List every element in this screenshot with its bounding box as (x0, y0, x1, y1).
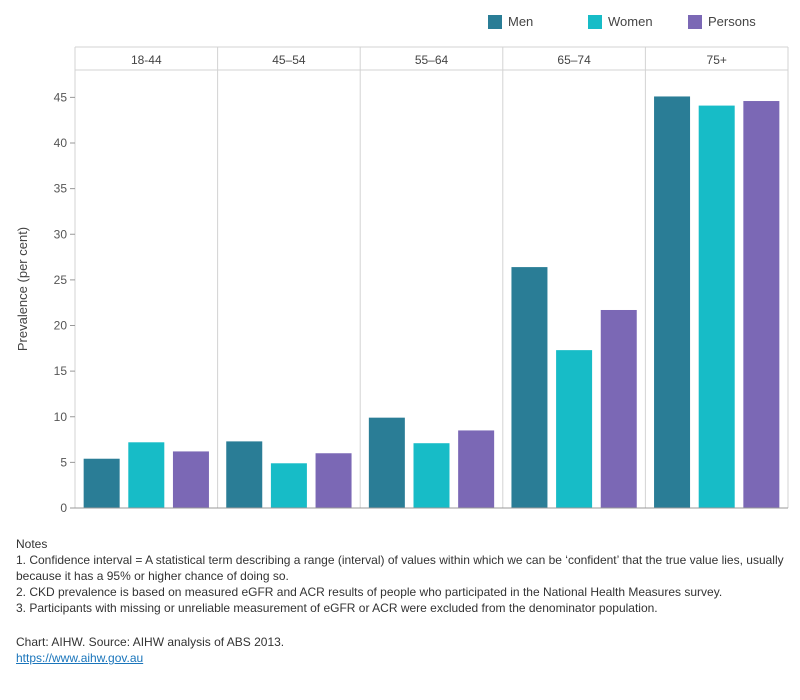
y-tick-label: 0 (60, 501, 67, 515)
note-1: 1. Confidence interval = A statistical t… (16, 553, 784, 583)
panel-label: 55–64 (415, 53, 449, 67)
panel-label: 18-44 (131, 53, 162, 67)
bar-persons (458, 430, 495, 508)
legend-swatch-women (588, 15, 602, 29)
bar-persons (172, 451, 209, 508)
note-3: 3. Participants with missing or unreliab… (16, 601, 658, 615)
bar-men (83, 458, 120, 508)
bar-chart: 18-44 45–54 55–64 65–74 75+ 0 5 10 15 20 25 30 35 40 4… (15, 46, 789, 515)
panel-label: 45–54 (272, 53, 306, 67)
source: Chart: AIHW. Source: AIHW analysis of AB… (16, 634, 284, 666)
legend-swatch-men (488, 15, 502, 29)
source-text: Chart: AIHW. Source: AIHW analysis of AB… (16, 635, 285, 649)
y-tick-label: 15 (54, 364, 68, 378)
bar-men (226, 441, 263, 508)
legend-label-women: Women (608, 14, 653, 29)
bar-men (511, 267, 548, 508)
bar-persons (743, 101, 780, 509)
legend-swatch-persons (688, 15, 702, 29)
bar-women (128, 442, 165, 508)
bar-women (556, 350, 593, 508)
legend-label-persons: Persons (708, 14, 756, 29)
notes-heading: Notes (16, 537, 48, 551)
y-tick-label: 10 (54, 410, 68, 424)
bar-men (654, 96, 691, 509)
panel-label: 75+ (707, 53, 727, 67)
y-tick-label: 5 (60, 455, 67, 469)
notes: Notes 1. Confidence interval = A statist… (16, 536, 791, 616)
bar-persons (600, 309, 637, 508)
bar-women (698, 105, 735, 509)
bar-persons (315, 453, 352, 508)
y-axis-title: Prevalence (per cent) (15, 227, 30, 351)
note-2: 2. CKD prevalence is based on measured e… (16, 585, 723, 599)
y-tick-label: 40 (54, 136, 68, 150)
bar-women (413, 443, 450, 508)
y-tick-label: 45 (54, 90, 68, 104)
y-tick-label: 20 (54, 319, 68, 333)
y-tick-label: 35 (54, 182, 68, 196)
legend-label-men: Men (508, 14, 534, 29)
panel-label: 65–74 (557, 53, 591, 67)
bar-men (368, 417, 405, 508)
source-link[interactable]: https://www.aihw.gov.au (16, 651, 144, 665)
y-tick-label: 25 (54, 273, 68, 287)
y-tick-label: 30 (54, 227, 68, 241)
bar-women (270, 463, 307, 508)
